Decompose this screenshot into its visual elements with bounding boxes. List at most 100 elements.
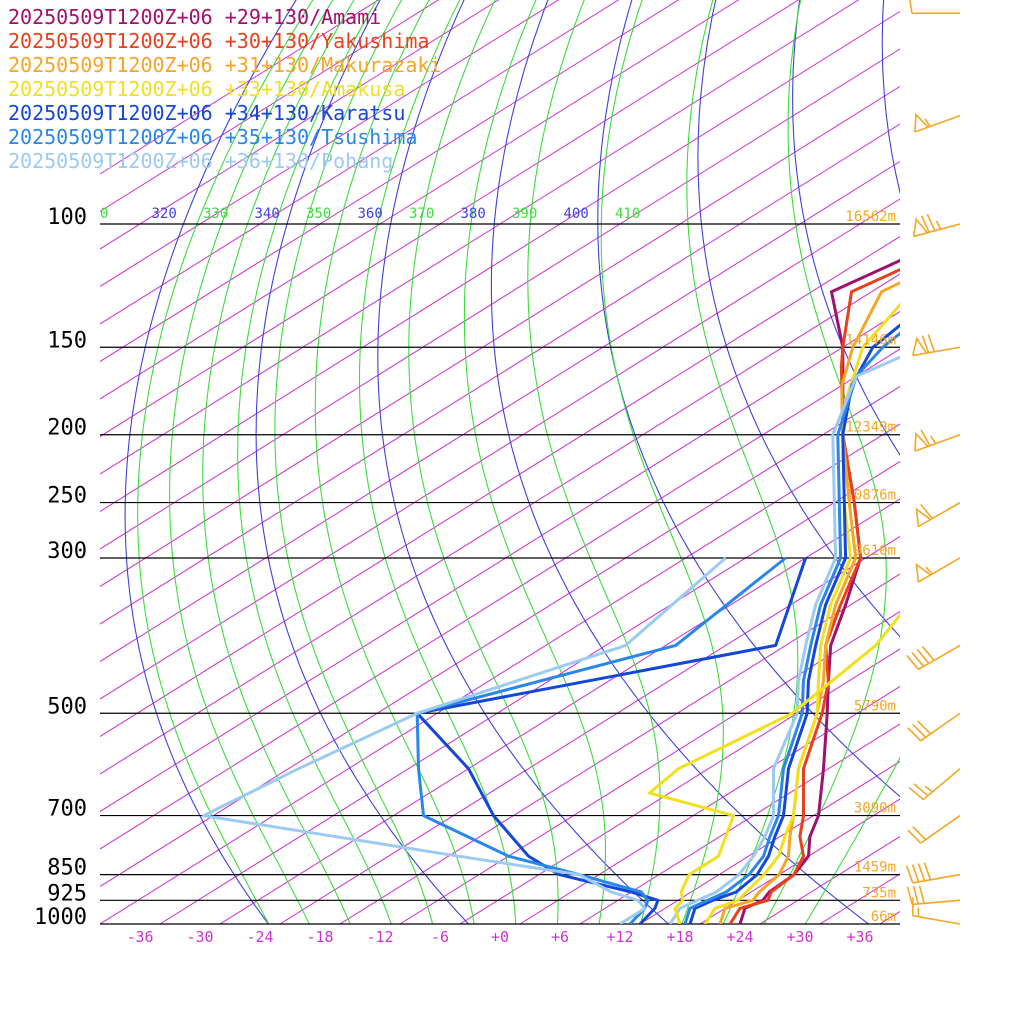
moist-adiabat-line <box>314 0 475 924</box>
isotherm-line <box>100 10 900 513</box>
theta-label: 390 <box>512 206 537 222</box>
isotherm-line <box>519 685 900 924</box>
wind-barb-flag <box>911 897 914 916</box>
wind-barb-flag <box>918 885 925 904</box>
theta-label: 0 <box>100 206 108 222</box>
legend-entry: 20250509T1200Z+06 +30+130/Yakushima <box>8 29 429 53</box>
moist-adiabat-line <box>202 0 355 924</box>
diagram-grid <box>100 0 1024 939</box>
isotherm-line <box>100 348 900 850</box>
temperature-tick-label: -6 <box>431 928 449 946</box>
temperature-tick-label: +24 <box>726 928 753 946</box>
moist-adiabat-line <box>169 0 334 924</box>
legend-entry: 20250509T1200Z+06 +31+130/Makurazaki <box>8 53 441 77</box>
pressure-tick-label: 700 <box>47 797 87 822</box>
temperature-profile <box>718 281 900 924</box>
wind-barb-staff <box>913 223 961 238</box>
temperature-tick-label: +0 <box>491 928 509 946</box>
dry-adiabat-line <box>490 0 870 924</box>
wind-barb-flag <box>906 886 913 905</box>
wind-barb-flag <box>920 429 931 447</box>
dewpoint-profile <box>648 612 900 924</box>
height-label: 3090m <box>854 801 896 817</box>
dry-adiabat-line <box>881 0 900 195</box>
isotherm-line <box>100 0 860 475</box>
dry-adiabat-line <box>697 0 900 638</box>
isotherm-line <box>100 198 900 700</box>
wind-barb-flag <box>927 334 936 353</box>
temperature-tick-label: +12 <box>606 928 633 946</box>
legend-entry: 20250509T1200Z+06 +35+130/Tsushima <box>8 125 417 149</box>
wind-barb-flag <box>917 863 926 882</box>
moist-adiabat-line <box>527 0 661 924</box>
theta-label: 400 <box>564 206 589 222</box>
temperature-tick-label: -30 <box>186 928 213 946</box>
wind-barb-pennant <box>915 507 932 527</box>
wind-barb-flag <box>926 213 936 232</box>
wind-barb-flag <box>908 787 924 801</box>
legend: 20250509T1200Z+06 +29+130/Amami20250509T… <box>8 5 441 173</box>
dry-adiabat-line <box>967 0 1024 939</box>
legend-entry: 20250509T1200Z+06 +29+130/Amami <box>8 5 381 29</box>
height-label: 735m <box>862 885 896 901</box>
height-label: 12349m <box>845 420 896 436</box>
isotherm-line <box>819 873 900 924</box>
isotherm-line <box>100 0 740 400</box>
dewpoint-profile <box>415 556 787 924</box>
moist-adiabat-line <box>600 0 724 924</box>
moist-adiabat-line <box>237 0 392 924</box>
moist-adiabat-line <box>408 0 559 924</box>
isotherm-line <box>399 610 900 924</box>
height-label: 66m <box>871 909 896 925</box>
wind-barb-flag <box>908 0 913 14</box>
isotherm-line <box>100 423 900 924</box>
isotherm-line <box>100 235 900 738</box>
legend-entry: 20250509T1200Z+06 +34+130/Karatsu <box>8 101 405 125</box>
theta-label: 350 <box>306 206 331 222</box>
wind-barb-staff <box>922 768 961 801</box>
dry-adiabat-line <box>792 0 900 456</box>
height-label: 16562m <box>845 209 896 225</box>
isotherm-line <box>459 648 900 924</box>
wind-barb-staff <box>920 814 961 844</box>
height-label: 5790m <box>854 698 896 714</box>
wind-barb <box>907 712 961 742</box>
pressure-tick-label: 200 <box>47 416 87 441</box>
wind-barb-halfflag <box>924 118 931 127</box>
wind-barb-flag <box>907 727 922 742</box>
isotherm-line <box>219 498 900 924</box>
theta-label: 410 <box>615 206 640 222</box>
wind-barb-halfflag <box>929 435 937 445</box>
isotherm-line <box>100 0 440 213</box>
isotherm-line <box>639 760 900 924</box>
height-label: 1459m <box>854 860 896 876</box>
temperature-profile <box>728 268 900 924</box>
isotherm-line <box>339 573 900 924</box>
height-label: 10876m <box>845 488 896 504</box>
temperature-tick-label: +36 <box>846 928 873 946</box>
wind-barb-flag <box>920 215 930 233</box>
isotherm-line <box>100 273 900 775</box>
temperature-profile <box>668 355 900 924</box>
isotherm-line <box>100 0 380 175</box>
isotherm-line <box>100 160 900 663</box>
dewpoint-profile <box>415 557 808 924</box>
wind-barb-pennant <box>914 431 929 452</box>
wind-barb-flag <box>906 654 920 670</box>
wind-barb <box>912 213 961 238</box>
moist-adiabat-line <box>686 0 799 924</box>
wind-barb <box>915 501 961 528</box>
wind-barb-staff <box>912 899 961 906</box>
wind-barb <box>914 429 961 452</box>
pressure-tick-label: 925 <box>47 881 87 906</box>
wind-barb-pennant <box>912 217 928 237</box>
temperature-tick-label: +18 <box>666 928 693 946</box>
theta-label: 380 <box>461 206 486 222</box>
isotherm-line <box>100 0 800 438</box>
wind-barb-flag <box>911 651 925 667</box>
isobars <box>100 223 900 925</box>
pressure-tick-label: 300 <box>47 539 87 564</box>
wind-barb-staff <box>918 501 961 528</box>
wind-barbs <box>905 0 961 925</box>
